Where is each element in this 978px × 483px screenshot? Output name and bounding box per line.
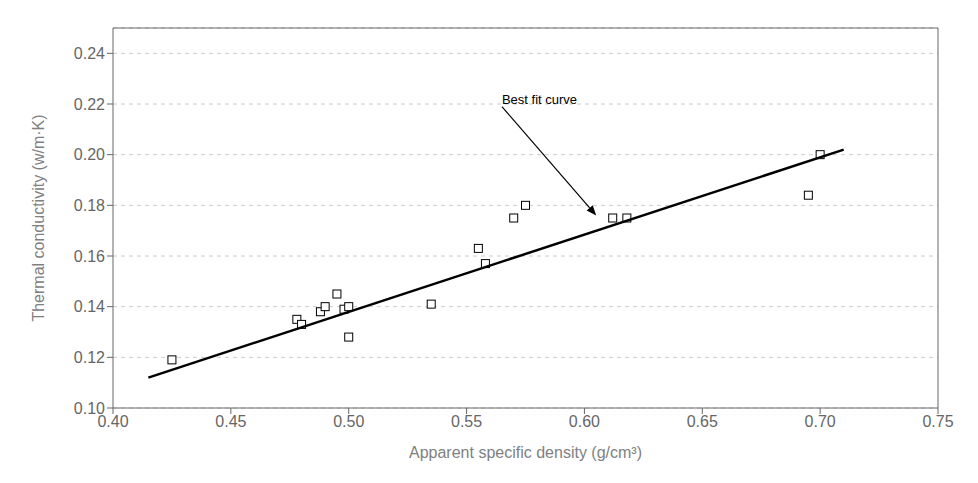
svg-text:0.40: 0.40 [97, 413, 129, 431]
svg-text:0.20: 0.20 [74, 146, 105, 163]
svg-text:0.12: 0.12 [74, 349, 105, 366]
svg-text:Apparent specific density (g/c: Apparent specific density (g/cm³) [409, 444, 642, 461]
svg-text:0.75: 0.75 [922, 413, 953, 430]
svg-text:0.14: 0.14 [74, 298, 105, 315]
svg-text:0.10: 0.10 [74, 400, 105, 417]
svg-text:0.50: 0.50 [333, 413, 364, 430]
svg-text:Thermal conductivity (w/m·K): Thermal conductivity (w/m·K) [30, 114, 47, 321]
svg-text:0.65: 0.65 [687, 413, 718, 430]
svg-text:0.70: 0.70 [805, 413, 836, 430]
svg-text:0.45: 0.45 [215, 413, 246, 430]
svg-text:0.16: 0.16 [74, 248, 105, 265]
svg-text:0.22: 0.22 [74, 96, 105, 113]
svg-text:0.60: 0.60 [569, 413, 600, 430]
svg-text:0.24: 0.24 [74, 45, 105, 62]
svg-text:Best fit curve: Best fit curve [502, 92, 577, 107]
svg-text:0.55: 0.55 [451, 413, 482, 430]
svg-text:0.18: 0.18 [74, 197, 105, 214]
